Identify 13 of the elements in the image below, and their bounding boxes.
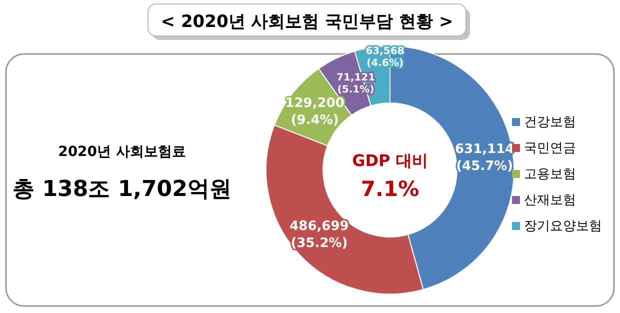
legend-label: 고용보험 [524,167,576,182]
legend-label: 장기요양보험 [524,219,602,234]
chart-title: < 2020년 사회보험 국민부담 현황 > [160,12,454,32]
legend-label: 산재보험 [524,193,576,208]
legend-label: 국민연금 [524,141,576,156]
data-label: 631,114 (45.7%) [454,142,514,174]
legend-label: 건강보험 [524,115,576,130]
text: GDP 대비 [352,151,428,170]
text: 2020년 사회보험료 [58,144,186,160]
text: 7.1% [360,177,420,201]
text: 총 138조 1,702억원 [12,177,232,202]
data-label: 129,200 (9.4%) [285,96,344,128]
data-label: 486,699 (35.2%) [290,219,349,252]
